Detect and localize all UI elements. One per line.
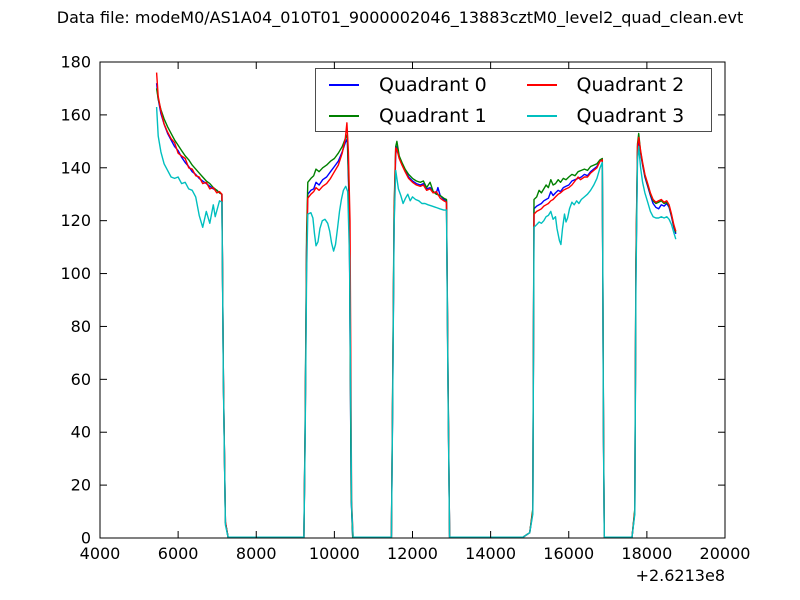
y-axis-tick-label: 40 <box>71 423 91 442</box>
x-axis-tick-label: 6000 <box>158 544 199 563</box>
legend-label: Quadrant 1 <box>379 104 487 127</box>
x-axis-tick-label: 12000 <box>387 544 438 563</box>
y-axis-tick-label: 80 <box>71 317 91 336</box>
x-axis-tick-label: 18000 <box>621 544 672 563</box>
legend-line-sample <box>329 83 359 86</box>
x-axis-tick-label: 10000 <box>309 544 360 563</box>
legend-label: Quadrant 2 <box>576 73 685 96</box>
legend-label: Quadrant 3 <box>576 104 685 127</box>
y-axis-tick-label: 0 <box>81 529 91 548</box>
y-axis-tick-label: 100 <box>60 264 91 283</box>
legend-entry-quadrant-2: Quadrant 2 <box>514 69 712 100</box>
y-axis-tick-label: 180 <box>60 53 91 72</box>
legend-entry-quadrant-1: Quadrant 1 <box>316 100 514 131</box>
y-axis-tick-label: 20 <box>71 476 91 495</box>
series-line-quadrant-3 <box>155 106 677 538</box>
x-axis-tick-label: 14000 <box>465 544 516 563</box>
legend-label: Quadrant 0 <box>379 73 487 96</box>
y-axis-tick-label: 160 <box>60 105 91 124</box>
legend-line-sample <box>526 114 557 117</box>
legend-entry-quadrant-0: Quadrant 0 <box>316 69 514 100</box>
x-axis-tick-label: 8000 <box>236 544 277 563</box>
axes-frame <box>99 61 726 539</box>
x-axis-tick-label: 4000 <box>80 544 121 563</box>
legend-line-sample <box>329 114 359 117</box>
series-line-quadrant-2 <box>155 72 677 538</box>
x-axis-offset-label: +2.6213e8 <box>635 566 725 585</box>
y-axis-tick-label: 140 <box>60 158 91 177</box>
x-axis-tick-label: 20000 <box>700 544 751 563</box>
series-line-quadrant-0 <box>155 83 677 538</box>
legend-entry-quadrant-3: Quadrant 3 <box>514 100 712 131</box>
y-axis-tick-label: 120 <box>60 211 91 230</box>
chart-title: Data file: modeM0/AS1A04_010T01_90000020… <box>56 8 744 27</box>
legend-box: Quadrant 0 Quadrant 1 Quadrant 2 Quadrant 3 <box>315 68 712 132</box>
y-axis-tick-label: 60 <box>71 370 91 389</box>
series-line-quadrant-1 <box>155 88 677 538</box>
legend-line-sample <box>526 83 557 86</box>
x-axis-tick-label: 16000 <box>543 544 594 563</box>
